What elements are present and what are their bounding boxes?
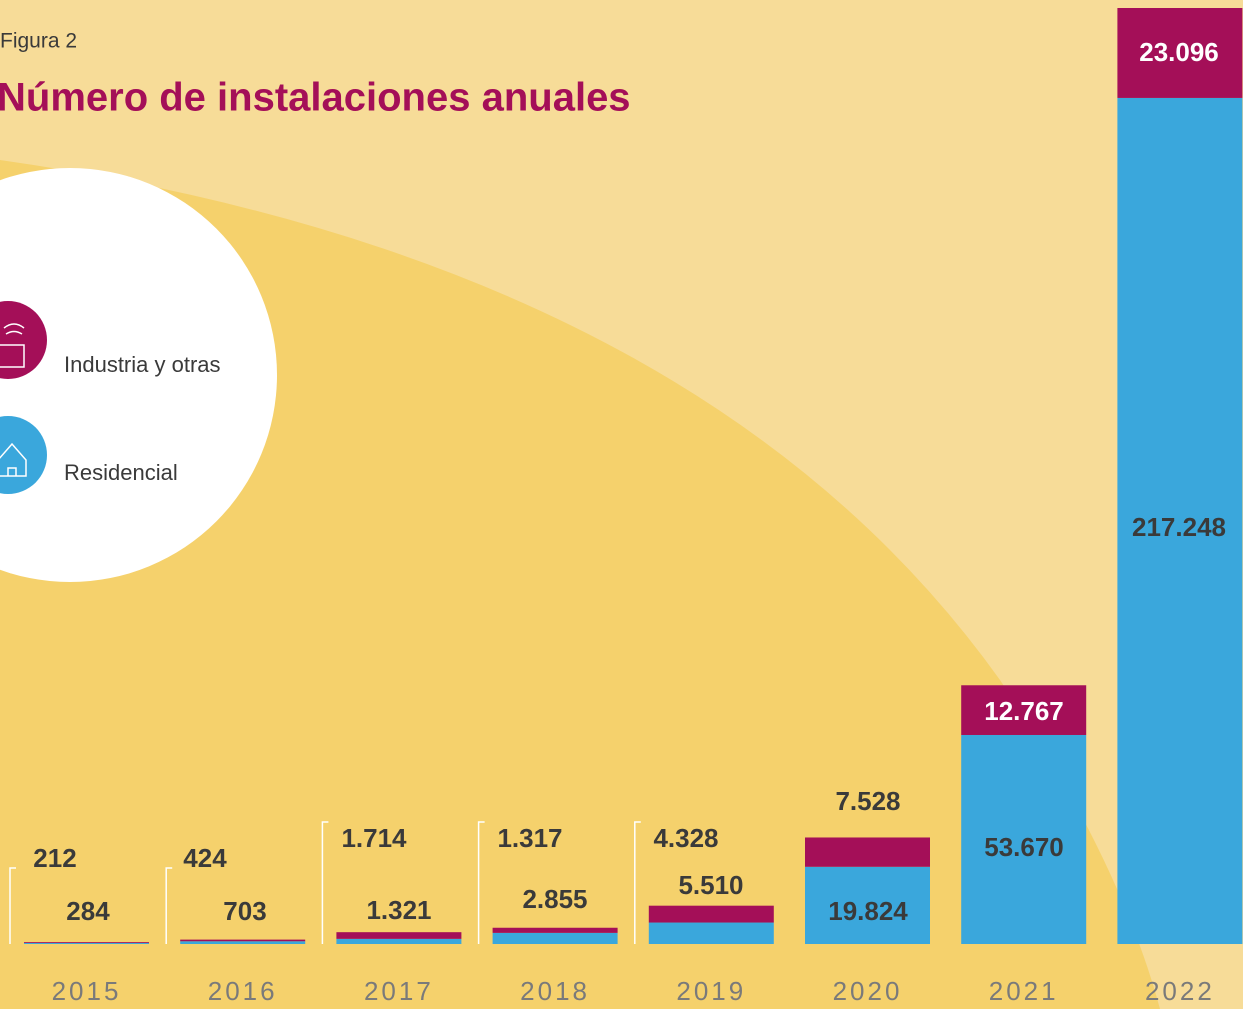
bar bbox=[24, 942, 149, 943]
bar bbox=[180, 939, 306, 942]
x-tick-label: 2015 bbox=[52, 976, 122, 1006]
bar bbox=[492, 927, 618, 933]
legend-icon bbox=[0, 301, 47, 379]
x-tick-label: 2016 bbox=[208, 976, 278, 1006]
legend-icon bbox=[0, 416, 47, 494]
bar bbox=[24, 942, 149, 944]
value-label: 7.528 bbox=[835, 786, 900, 816]
chart-title: Número de instalaciones anuales bbox=[0, 76, 631, 120]
legend-label: Residencial bbox=[64, 460, 178, 485]
value-label: 23.096 bbox=[1139, 37, 1219, 67]
value-label: 1.714 bbox=[341, 823, 407, 853]
value-label: 703 bbox=[223, 896, 266, 926]
bar bbox=[805, 837, 930, 867]
bar bbox=[1117, 8, 1243, 98]
value-label: 5.510 bbox=[678, 870, 743, 900]
bar bbox=[648, 922, 774, 944]
bar bbox=[961, 685, 1087, 735]
value-label: 217.248 bbox=[1132, 512, 1226, 542]
bar bbox=[180, 941, 306, 944]
bar bbox=[1117, 97, 1243, 944]
x-tick-label: 2022 bbox=[1145, 976, 1215, 1006]
legend-label: Industria y otras bbox=[64, 352, 221, 377]
icon-factory bbox=[0, 323, 25, 368]
x-tick-label: 2020 bbox=[833, 976, 903, 1006]
value-label: 2.855 bbox=[522, 884, 587, 914]
value-label: 19.824 bbox=[828, 896, 908, 926]
icon-house bbox=[0, 442, 27, 477]
value-label: 212 bbox=[33, 843, 76, 873]
value-label: 424 bbox=[183, 843, 227, 873]
value-label: 1.317 bbox=[497, 823, 562, 853]
label-bracket bbox=[634, 821, 641, 944]
value-label: 12.767 bbox=[984, 696, 1064, 726]
label-bracket bbox=[9, 867, 16, 944]
bar bbox=[336, 932, 462, 939]
x-tick-label: 2019 bbox=[676, 976, 746, 1006]
chart-subtitle: Figura 2 bbox=[0, 30, 77, 53]
value-label: 53.670 bbox=[984, 832, 1064, 862]
bar bbox=[805, 866, 930, 944]
label-bracket bbox=[321, 821, 329, 944]
label-bracket bbox=[165, 867, 173, 944]
legend-panel bbox=[0, 168, 277, 582]
x-tick-label: 2017 bbox=[364, 976, 434, 1006]
bar bbox=[492, 932, 618, 944]
background-arc bbox=[0, 160, 1160, 1009]
label-bracket bbox=[477, 821, 485, 944]
value-label: 1.321 bbox=[366, 895, 431, 925]
x-tick-label: 2021 bbox=[989, 976, 1059, 1006]
bar bbox=[648, 905, 774, 923]
x-tick-label: 2018 bbox=[520, 976, 590, 1006]
bar bbox=[336, 938, 462, 944]
value-label: 4.328 bbox=[653, 823, 718, 853]
bar bbox=[961, 734, 1087, 944]
value-label: 284 bbox=[66, 896, 110, 926]
